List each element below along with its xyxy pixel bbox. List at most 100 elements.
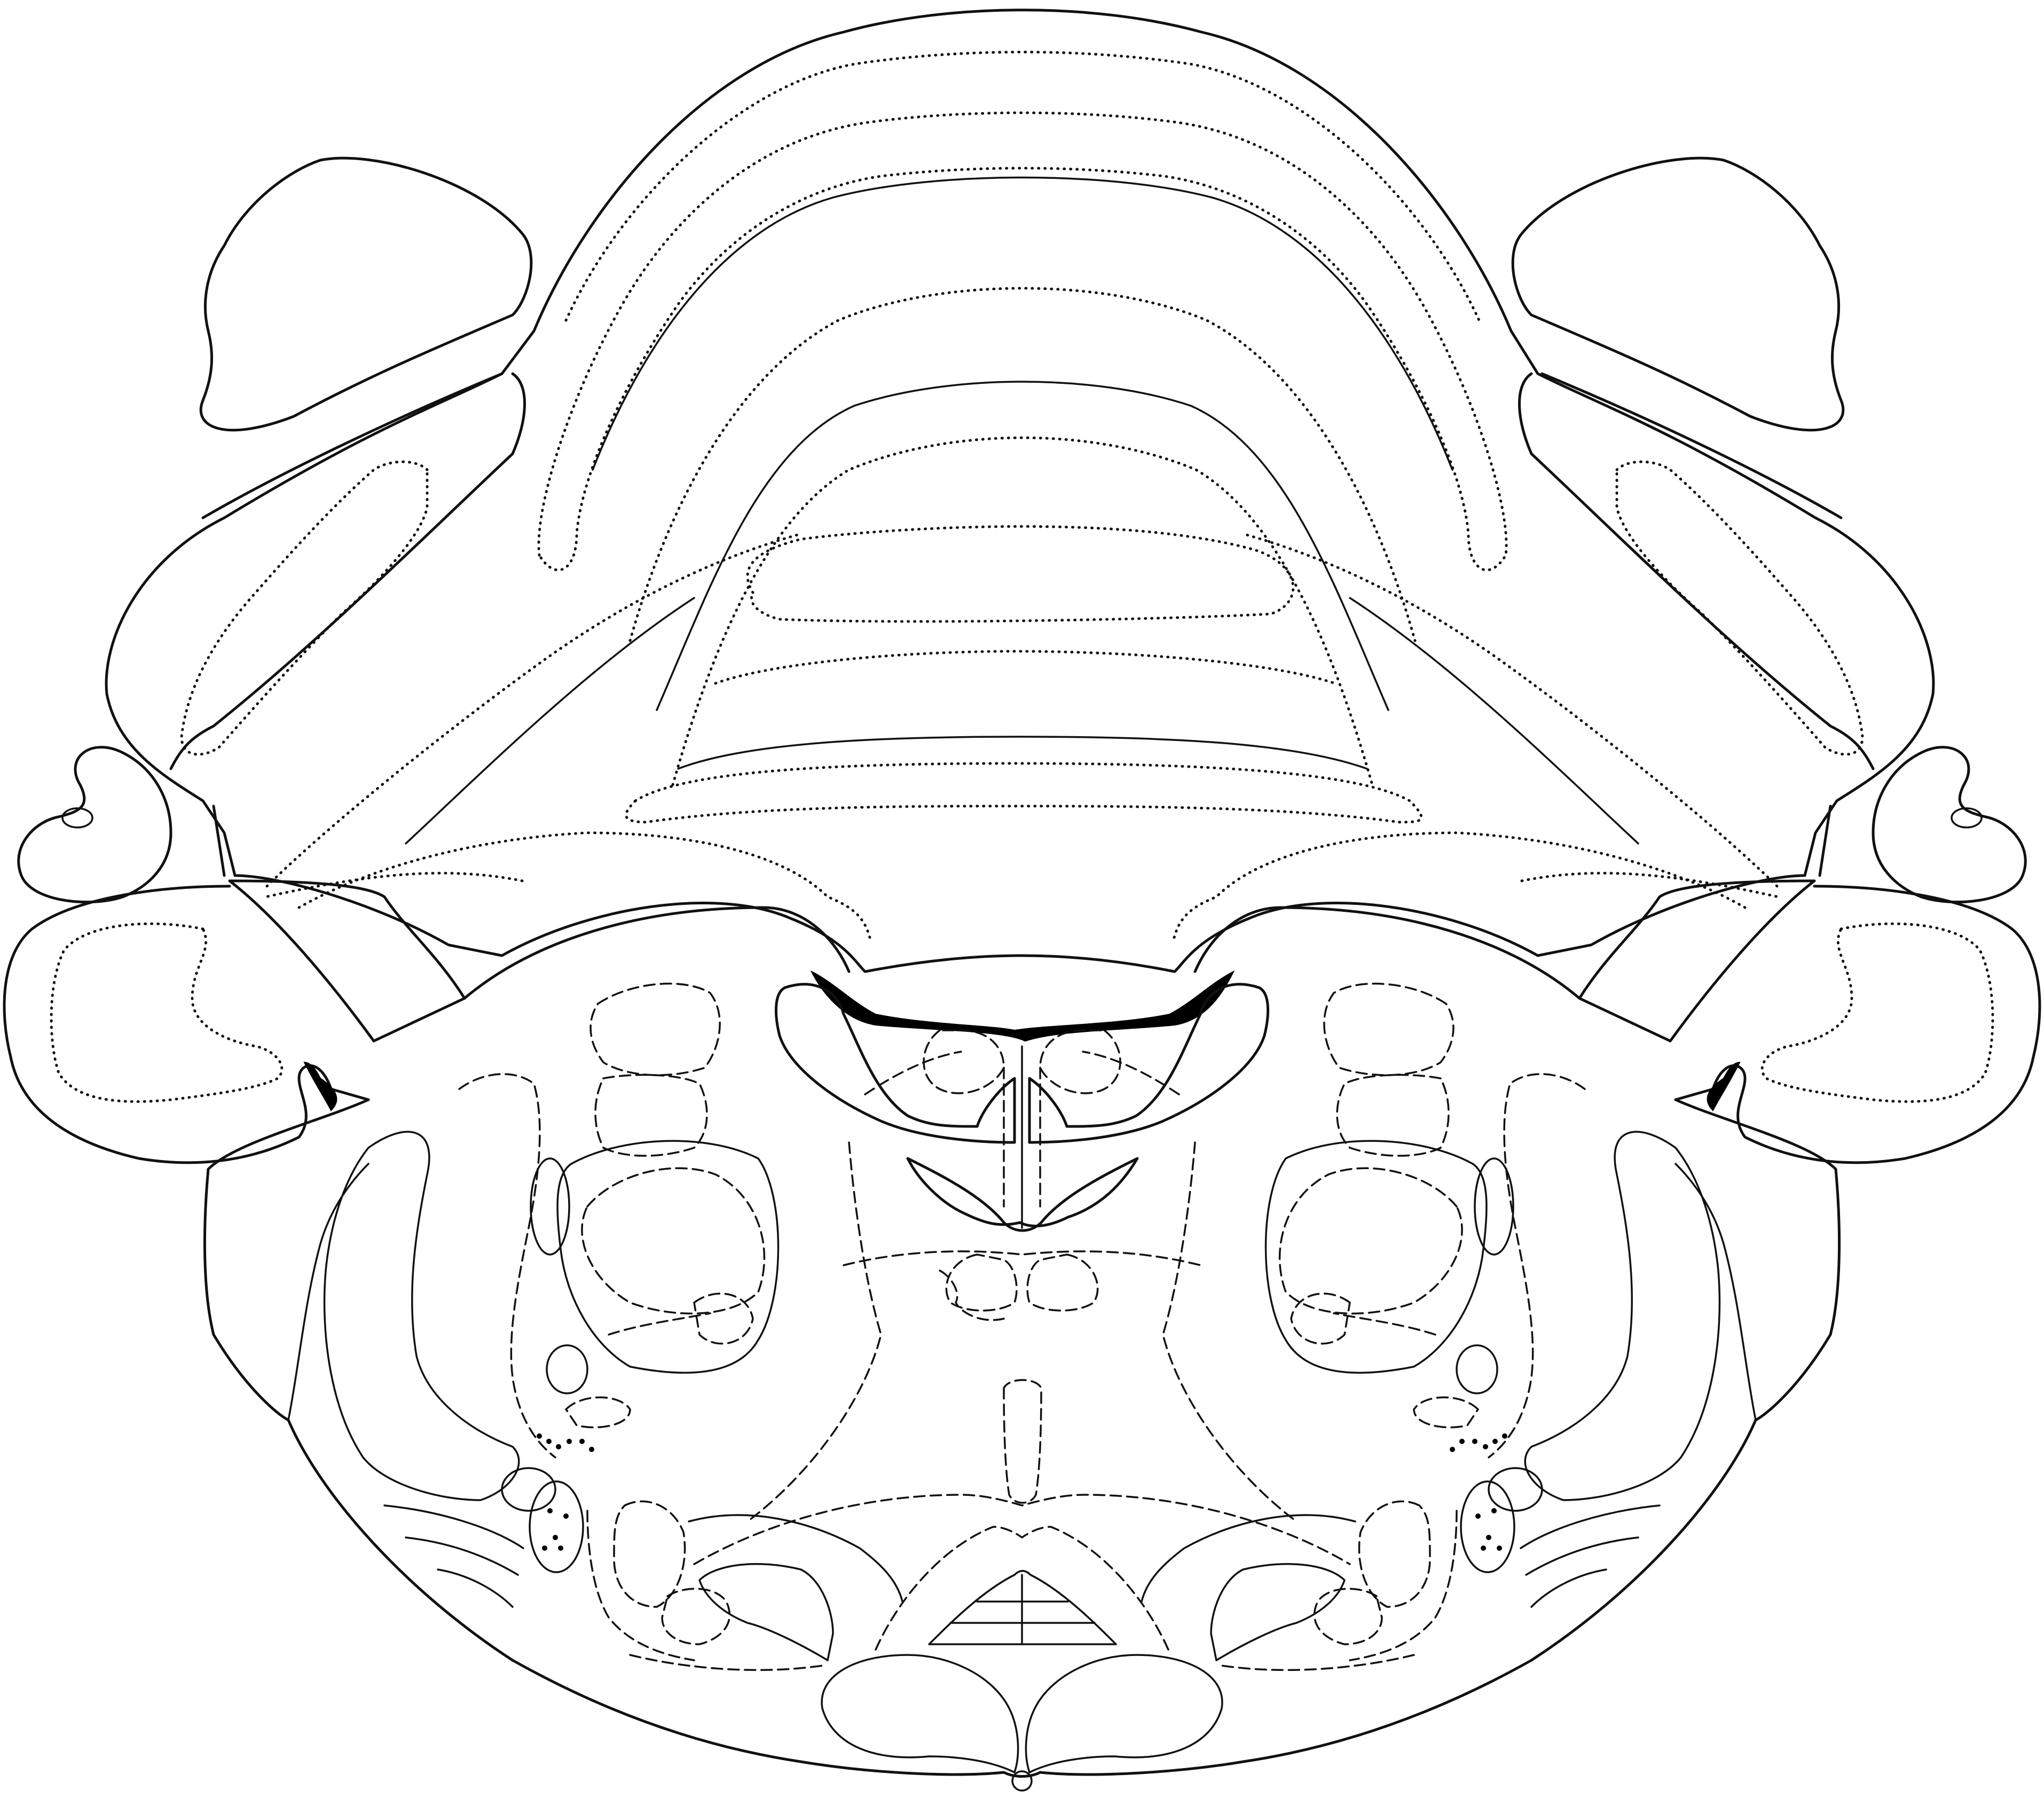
- fiber-band-right-3: [1530, 1568, 1607, 1608]
- brainstem-dorsal-edge-right: [1193, 906, 1581, 1000]
- nucleus-oval-right: [1264, 1140, 1488, 1374]
- folium-7: [297, 831, 872, 941]
- dot: [553, 1535, 558, 1540]
- dot: [542, 1545, 547, 1551]
- dashed-midline-strip: [1003, 1067, 1041, 1208]
- lower-arc-right: [1141, 1514, 1356, 1603]
- folium-4: [671, 436, 1374, 786]
- lateral-strip-right: [1674, 1163, 1757, 1421]
- folium-9: [1520, 872, 1780, 898]
- dashed-sub-oval-left: [693, 1292, 754, 1345]
- boundary-right-3: [1818, 805, 1832, 877]
- small-nucleus-right-1: [1474, 1157, 1514, 1256]
- dot: [547, 1508, 553, 1513]
- dashed-horizontal: [843, 1250, 1201, 1266]
- dotted-nucleus-right: [1460, 1480, 1515, 1573]
- dot: [558, 1545, 563, 1551]
- dashed-lateral-right: [1488, 1073, 1586, 1458]
- small-nucleus-left-1: [530, 1157, 570, 1256]
- hemisphere-loop-left-lower: [50, 922, 284, 1103]
- dashed-ring-right: [1314, 1588, 1383, 1645]
- midline-fold: [906, 1157, 1139, 1232]
- nucleus-oval-left: [556, 1140, 780, 1374]
- folium-6: [1241, 532, 1779, 888]
- ventral-band-left: [698, 1563, 834, 1661]
- lateral-recess-right: [1707, 1061, 1741, 1111]
- fiber-band-left-2: [405, 1536, 519, 1576]
- dot: [546, 1439, 552, 1444]
- hemisphere-folia: [50, 460, 1994, 1103]
- folium-2: [537, 111, 1508, 572]
- flocculus-left: [17, 746, 172, 904]
- paired-nucleus-right: [1488, 1467, 1543, 1512]
- boundary-left-2: [169, 372, 526, 770]
- lateral-strip-left: [287, 1163, 370, 1421]
- lateral-column-left: [323, 1131, 520, 1501]
- fiber-band-right-1: [1520, 1504, 1661, 1549]
- dashed-dorsal-circles-right: [1039, 1029, 1121, 1094]
- dashed-divider-right: [1333, 1312, 1436, 1336]
- ventral-midline-nub: [1011, 1770, 1033, 1792]
- dot: [1502, 1433, 1507, 1439]
- dot: [556, 1444, 561, 1449]
- dot: [1450, 1447, 1455, 1452]
- dashed-upper-left: [589, 982, 721, 1076]
- dashed-cone-right: [1021, 1526, 1169, 1651]
- ventricles: [303, 970, 1741, 1111]
- lateral-column-right: [1524, 1131, 1721, 1501]
- paired-nucleus-left: [501, 1467, 556, 1512]
- dot: [1483, 1444, 1488, 1449]
- dashed-small-ellipse-right: [1413, 1396, 1480, 1429]
- dot: [537, 1433, 542, 1439]
- fissure-4: [405, 597, 695, 845]
- folium-8: [1172, 831, 1747, 941]
- dashed-lateral-left: [458, 1073, 556, 1458]
- dashed-sub-oval-right: [1290, 1292, 1351, 1345]
- fissure-3: [677, 736, 1368, 770]
- dashed-inner-oval-right: [1278, 1167, 1463, 1315]
- dotted-nucleus-left: [529, 1480, 584, 1573]
- dashed-outer-right: [1349, 1510, 1458, 1661]
- dot: [589, 1447, 594, 1452]
- dashed-bottom-left: [629, 1654, 823, 1671]
- hemisphere-loop-left-upper: [180, 460, 429, 756]
- fissure-2: [656, 381, 1389, 711]
- fissure-5: [1349, 597, 1639, 845]
- dot: [579, 1439, 585, 1444]
- fiber-band-left-1: [383, 1504, 524, 1549]
- dot: [1497, 1545, 1502, 1551]
- dashed-bottom-right: [1221, 1654, 1415, 1671]
- dot: [563, 1513, 569, 1519]
- dashed-mid-left: [594, 1074, 708, 1157]
- dashed-inverted-v: [693, 1494, 1351, 1565]
- folium-inner-2: [714, 650, 1337, 685]
- dashed-mid-right: [1336, 1074, 1450, 1157]
- vestibular-left: [775, 983, 1016, 1144]
- dot: [1491, 1508, 1497, 1513]
- outer-outline: [3, 9, 2041, 1792]
- dashed-boundaries: [458, 982, 1586, 1671]
- hemisphere-loop-right-upper: [1615, 460, 1864, 756]
- dashed-upper-right: [1323, 982, 1455, 1076]
- paraflocculus-left: [199, 156, 533, 432]
- small-nucleus-right-2: [1456, 1344, 1498, 1394]
- small-nucleus-left-2: [546, 1344, 588, 1394]
- folium-inner-3: [625, 762, 1423, 824]
- lateral-lobe-right: [1674, 885, 2041, 1164]
- ventral-band-right: [1210, 1563, 1346, 1661]
- dot: [1472, 1439, 1477, 1444]
- dashed-inner-oval-left: [581, 1167, 766, 1315]
- flocculus-left-hole: [61, 807, 93, 829]
- flocculus-right-hole: [1951, 807, 1983, 829]
- folium-1: [564, 51, 1481, 322]
- dashed-ring-left: [661, 1588, 730, 1645]
- dot: [567, 1439, 572, 1444]
- peduncle-left: [228, 879, 466, 1043]
- lower-arc-left: [688, 1514, 903, 1603]
- brainstem-structures: [287, 906, 1757, 1773]
- folium-3: [628, 287, 1417, 642]
- pyramid-left: [821, 1654, 1019, 1773]
- cerebellar-folia: [264, 51, 1780, 941]
